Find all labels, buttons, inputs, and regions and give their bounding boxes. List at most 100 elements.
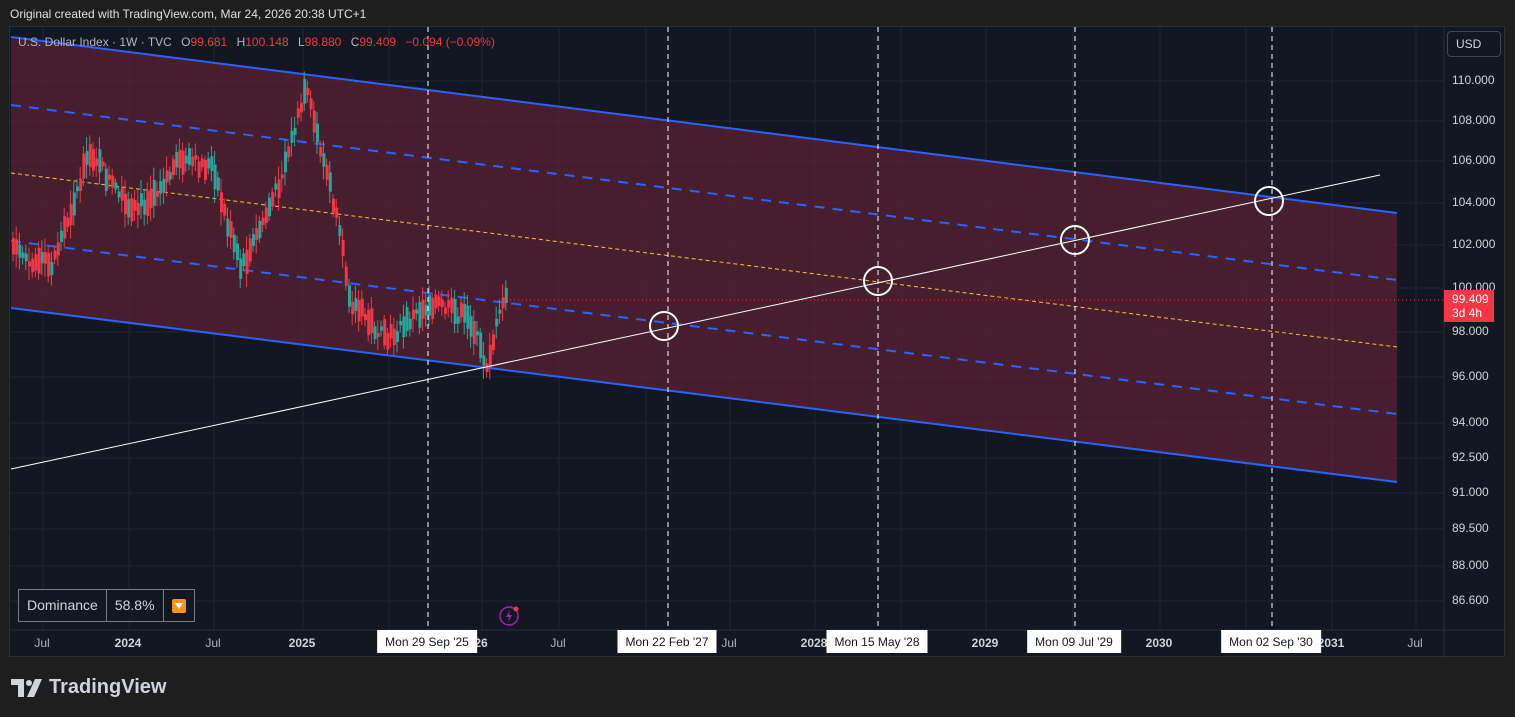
candle-body: [306, 88, 310, 96]
time-axis-label: Jul: [34, 636, 50, 650]
candle-body: [309, 98, 313, 110]
price-axis-label: 102.000: [1452, 237, 1496, 251]
candle-body: [453, 298, 457, 324]
channel-upper-line: [10, 36, 1398, 214]
candle-body: [28, 261, 31, 267]
candle-body: [98, 149, 102, 173]
candle-body: [421, 299, 425, 320]
symbol-name[interactable]: U.S. Dollar Index · 1W · TVC: [18, 35, 172, 49]
candle-body: [463, 304, 467, 323]
candle-body: [101, 161, 105, 167]
candle-body: [216, 177, 220, 191]
intersection-circle: [863, 266, 893, 296]
candle-body: [252, 234, 255, 246]
candle-body: [130, 198, 134, 222]
candle-body: [72, 192, 76, 216]
vertical-line-date-label: Mon 15 May '28: [826, 630, 928, 653]
candle-body: [335, 207, 339, 218]
candle-body: [136, 202, 140, 216]
trend-line: [10, 174, 1381, 470]
chart-frame[interactable]: [9, 26, 1506, 658]
candle-body: [172, 159, 175, 176]
candle-body: [140, 193, 143, 207]
candle-body: [229, 221, 233, 238]
time-axis-label: 2024: [114, 636, 142, 650]
candle-body: [274, 183, 278, 190]
candle-body: [264, 207, 268, 224]
candle-body: [456, 316, 460, 324]
candle-body: [232, 234, 236, 253]
tradingview-logo-icon: [11, 678, 42, 697]
time-axis-label: Jul: [205, 636, 221, 650]
candle-body: [431, 297, 435, 320]
tradingview-logo[interactable]: TradingView: [11, 676, 166, 699]
candle-body: [53, 250, 57, 260]
current-price-tag: 99.409 3d 4h: [1444, 290, 1494, 322]
vertical-line-date-label: Mon 02 Sep '30: [1221, 630, 1321, 653]
current-price-value: 99.409: [1452, 292, 1489, 306]
price-axis-label: 110.000: [1452, 73, 1495, 87]
candle-body: [88, 144, 92, 168]
candle-body: [95, 158, 99, 167]
lightning-icon[interactable]: [499, 606, 519, 626]
candle-body: [271, 191, 275, 207]
time-axis-label: Jul: [721, 636, 737, 650]
candle-body: [367, 309, 371, 336]
time-axis-label: Jul: [550, 636, 566, 650]
candle-body: [85, 151, 89, 165]
candle-body: [108, 174, 111, 180]
candle-body: [450, 297, 454, 313]
candle-body: [277, 179, 281, 199]
candle-body: [412, 309, 415, 320]
candle-body: [501, 297, 505, 309]
plot-area[interactable]: [10, 27, 1506, 658]
candle-body: [424, 304, 428, 316]
channel-median-line: [10, 172, 1398, 348]
open-label: O: [181, 35, 191, 49]
time-axis-label: 2030: [1145, 636, 1173, 650]
candle-body: [332, 198, 335, 213]
price-axis-label: 91.000: [1452, 485, 1489, 499]
candle-body: [152, 179, 156, 206]
candle-body: [220, 192, 223, 213]
candle-body: [114, 182, 118, 190]
price-axis-label: 86.600: [1452, 593, 1489, 607]
time-axis-label: 2029: [971, 636, 999, 650]
candle-body: [207, 158, 211, 169]
candle-body: [354, 297, 358, 311]
candle-body: [133, 200, 137, 211]
low-label: L: [297, 35, 305, 49]
candle-body: [47, 252, 51, 277]
candle-body: [325, 164, 329, 180]
attribution-text: Original created with TradingView.com, M…: [10, 7, 367, 21]
candle-body: [31, 258, 35, 273]
close-label: C: [350, 35, 360, 49]
close-value: 99.409: [359, 35, 397, 49]
candle-body: [492, 334, 495, 351]
dominance-value: 58.8%: [107, 590, 164, 621]
candle-body: [322, 153, 326, 167]
intersection-circle: [1254, 186, 1284, 216]
candle-body: [428, 295, 431, 316]
candle-body: [92, 149, 95, 171]
currency-button[interactable]: USD: [1447, 31, 1501, 57]
candle-body: [344, 266, 348, 286]
candle-body: [444, 307, 447, 314]
candle-body: [239, 258, 243, 279]
open-value: 99.681: [190, 35, 228, 49]
candle-body: [408, 318, 412, 330]
candle-body: [399, 321, 403, 326]
down-arrow-icon: [171, 599, 186, 614]
candle-body: [175, 152, 179, 168]
intersection-circle: [1060, 225, 1090, 255]
vertical-line-date-label: Mon 29 Sep '25: [377, 630, 477, 653]
candle-body: [15, 239, 19, 255]
candle-body: [351, 301, 355, 315]
candle-body: [418, 302, 422, 328]
candle-body: [242, 253, 246, 266]
candle-body: [376, 332, 380, 338]
candle-body: [290, 130, 294, 143]
candle-body: [248, 238, 252, 262]
candle-body: [284, 151, 287, 173]
candle-body: [120, 187, 124, 201]
